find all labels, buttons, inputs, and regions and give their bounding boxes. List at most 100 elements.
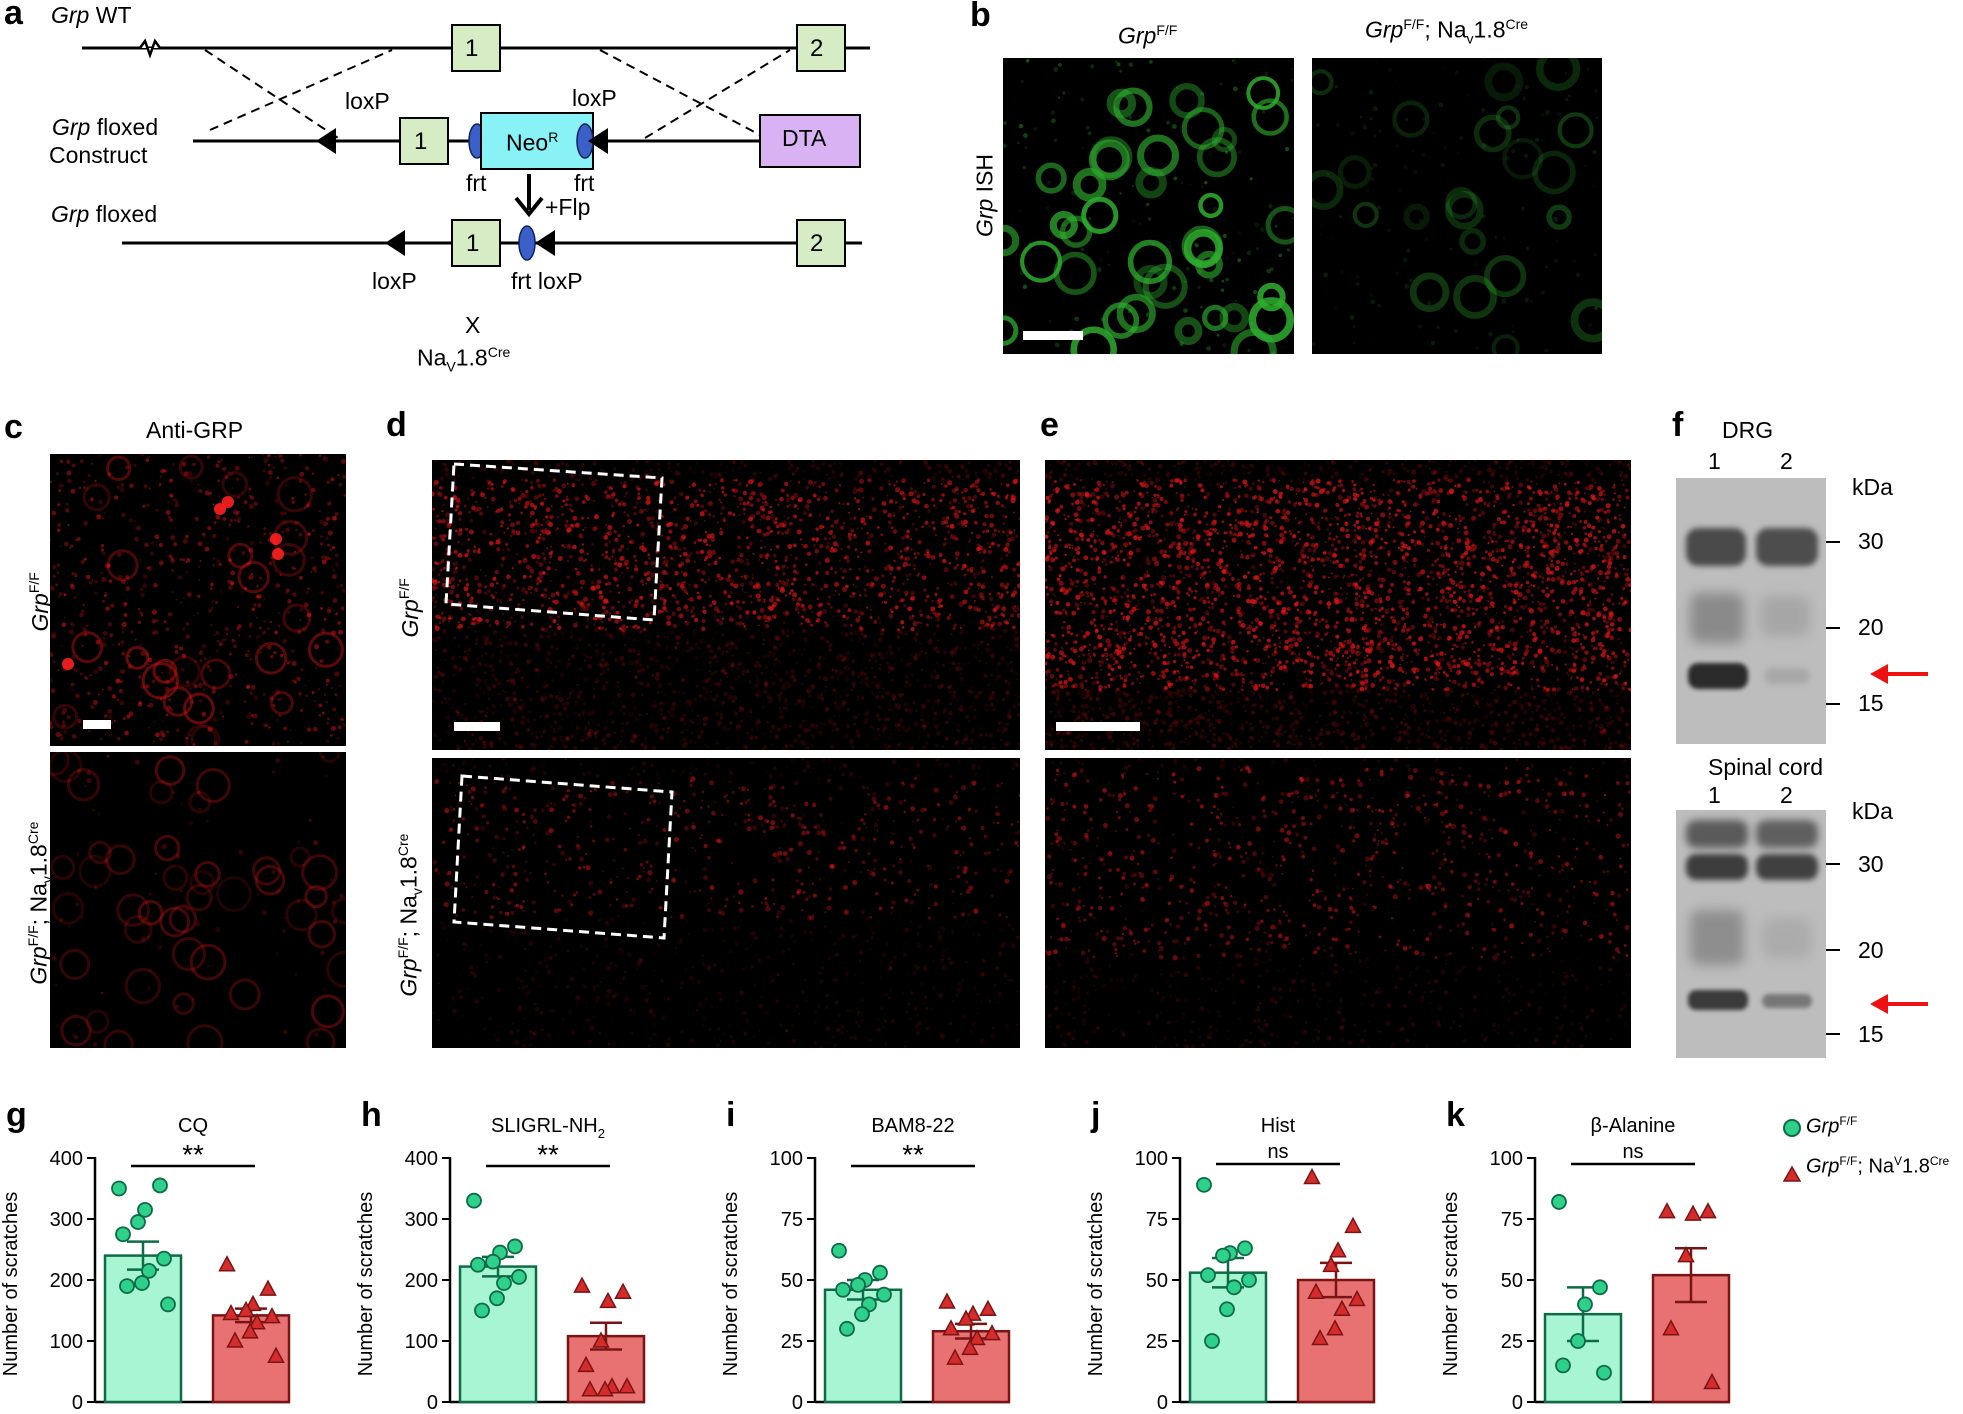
grp-wt-label: Grp WT: [51, 2, 132, 28]
data-point-cko: [946, 1348, 964, 1365]
data-point-control: [1215, 1247, 1231, 1264]
data-point-control: [1237, 1240, 1253, 1257]
significance-label: **: [537, 1139, 559, 1170]
marker-15-label: 15: [1858, 690, 1884, 716]
data-point-cko: [938, 1292, 956, 1309]
data-point-cko: [1326, 1319, 1344, 1336]
y-axis-label: Number of scratches: [1440, 1192, 1462, 1377]
data-point-control: [1555, 1357, 1571, 1374]
data-point-control: [485, 1253, 501, 1270]
data-point-control: [115, 1226, 131, 1243]
data-point-control: [130, 1214, 146, 1230]
data-point-control: [854, 1306, 870, 1323]
y-tick-label: 0: [1157, 1392, 1168, 1410]
data-point-control: [489, 1290, 505, 1307]
marker-20-label: 20: [1858, 614, 1884, 640]
legend-control-label: GrpF/F: [1806, 1114, 1858, 1138]
wt-exon-1-label: 1: [465, 35, 479, 62]
y-tick-label: 200: [405, 1270, 438, 1292]
zoom-image-cko: [1045, 758, 1631, 1048]
data-point-control: [1196, 1176, 1212, 1193]
frt-loxp-label: frt loxP: [511, 268, 583, 294]
y-tick-label: 50: [781, 1270, 803, 1292]
data-point-control: [835, 1281, 851, 1298]
cell-cluster: [1312, 58, 1602, 354]
blot-bottom-title: Spinal cord: [1708, 754, 1824, 780]
panel-label-d: d: [386, 406, 407, 444]
panel-label-b: b: [970, 0, 991, 34]
y-tick-label: 75: [781, 1209, 803, 1231]
y-tick-label: 0: [792, 1392, 803, 1410]
data-point-control: [1204, 1333, 1220, 1349]
data-point-cko: [1348, 1289, 1366, 1307]
y-tick-label: 100: [50, 1331, 83, 1353]
floxed-exon-1-label: 1: [466, 230, 480, 257]
data-point-control: [1219, 1301, 1235, 1318]
significance-label: ns: [1267, 1141, 1288, 1163]
data-point-cko: [1344, 1216, 1362, 1234]
significance-label: **: [902, 1139, 924, 1170]
loxp-label: loxP: [345, 88, 390, 114]
lane-1-label: 1: [1708, 448, 1721, 474]
spinal-cord-image-cko: [432, 758, 1020, 1048]
data-point-cko: [1684, 1204, 1702, 1221]
wt-exon-2: [796, 24, 846, 72]
scratch-chart-g: g CQ Number of scratches 0 100 200 300 400 **: [0, 1100, 291, 1410]
dta-cassette: [759, 114, 861, 168]
flp-label: +Flp: [545, 194, 591, 220]
frt-label: frt: [574, 170, 595, 196]
marker-20-label: 20: [1858, 937, 1884, 963]
nav18-cre-label: NaV1.8Cre: [417, 344, 511, 375]
data-point-control: [160, 1296, 176, 1313]
data-point-control: [850, 1276, 866, 1293]
floxed-exon-2: [796, 219, 846, 267]
y-tick-label: 25: [781, 1331, 803, 1353]
data-point-cko: [1658, 1202, 1676, 1219]
fluorescence-signal: [432, 460, 1020, 750]
floxed-exon-1: [451, 219, 501, 267]
panel-label-i: i: [726, 1100, 735, 1134]
y-axis-label: Number of scratches: [0, 1192, 22, 1377]
data-point-cko: [244, 1294, 262, 1312]
y-tick-label: 100: [1490, 1148, 1523, 1170]
data-point-cko: [577, 1355, 595, 1373]
data-point-cko: [957, 1309, 975, 1326]
data-point-cko: [1307, 1282, 1325, 1299]
data-point-cko: [942, 1319, 960, 1336]
data-point-control: [470, 1256, 486, 1273]
neo-cassette: [480, 112, 594, 170]
y-tick-label: 0: [1512, 1392, 1523, 1410]
data-point-cko: [1311, 1328, 1329, 1346]
wt-exon-1: [451, 24, 501, 72]
data-point-cko: [222, 1303, 240, 1321]
frt-site: [518, 225, 536, 261]
panel-label-c: c: [4, 408, 23, 446]
lane-2-label: 2: [1780, 782, 1793, 808]
panel-b-col1-genotype: GrpF/F: [1118, 22, 1178, 49]
panel-label-f: f: [1672, 406, 1684, 444]
construct-word: Construct: [49, 142, 148, 168]
scratch-chart-j: j Hist Number of scratches 0 25 50 75 100 ns: [1085, 1100, 1376, 1410]
ish-image-control: [1003, 58, 1294, 354]
data-point-cko: [573, 1276, 591, 1293]
floxed-exon-2-label: 2: [810, 230, 824, 257]
loxp-label: loxP: [572, 85, 617, 111]
data-point-control: [872, 1264, 888, 1281]
panel-c-title: Anti-GRP: [146, 417, 244, 443]
scale-bar: [83, 720, 111, 729]
legend-cko-label: GrpF/F; NaV1.8Cre: [1806, 1154, 1950, 1178]
data-point-cko: [599, 1291, 617, 1309]
scratch-chart-h: h SLIGRL-NH2 Number of scratches 0 100 200 300…: [355, 1100, 646, 1410]
y-tick-label: 75: [1146, 1209, 1168, 1231]
fluorescence-signal: [1045, 460, 1631, 750]
data-point-control: [152, 1177, 168, 1194]
data-point-control: [134, 1275, 150, 1291]
data-point-cko: [218, 1255, 236, 1272]
fluorescence-signal: [50, 752, 346, 1048]
y-tick-label: 300: [405, 1209, 438, 1231]
cell-cluster: [1003, 58, 1294, 354]
data-point-cko: [1699, 1202, 1717, 1219]
loxp-triangle: [385, 230, 405, 256]
data-point-control: [511, 1269, 527, 1285]
loxp-triangle: [316, 128, 336, 154]
